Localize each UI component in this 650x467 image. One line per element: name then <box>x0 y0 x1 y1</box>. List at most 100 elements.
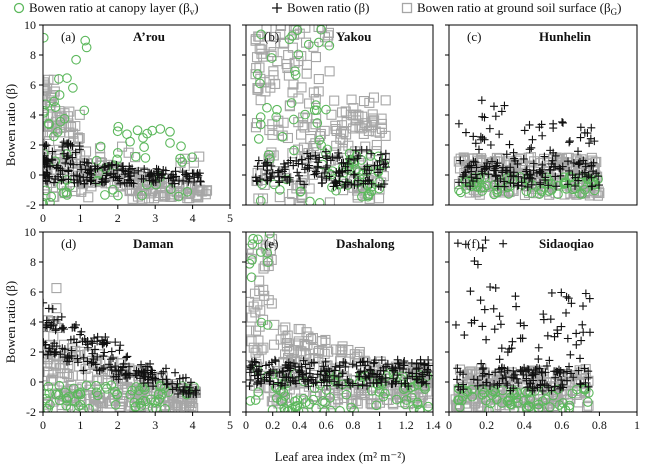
canopy-point <box>132 125 143 136</box>
canopy-point <box>266 53 277 63</box>
canopy-point <box>255 195 266 205</box>
canopy-point <box>43 388 50 399</box>
total-point <box>281 381 290 390</box>
total-point <box>375 156 384 165</box>
ground-point <box>580 364 591 375</box>
ground-point <box>246 312 257 323</box>
ground-point <box>337 341 348 352</box>
total-point <box>453 364 462 373</box>
total-point <box>246 363 255 372</box>
canopy-point <box>559 177 570 188</box>
canopy-point <box>312 118 323 128</box>
total-point <box>246 375 255 384</box>
canopy-point <box>525 394 536 405</box>
total-point <box>480 165 489 174</box>
total-point <box>538 386 547 395</box>
canopy-point <box>364 189 375 199</box>
total-point <box>565 362 574 371</box>
canopy-point <box>112 154 122 165</box>
total-point <box>377 356 386 365</box>
canopy-point <box>523 400 534 411</box>
ground-point <box>246 336 257 347</box>
total-point <box>122 353 131 362</box>
canopy-point <box>92 390 103 401</box>
ground-point <box>329 95 340 106</box>
canopy-point <box>365 151 376 161</box>
total-point <box>301 360 310 369</box>
canopy-point <box>321 104 331 115</box>
total-point <box>321 147 330 156</box>
total-point <box>451 320 460 329</box>
total-point <box>580 128 589 137</box>
total-point <box>175 176 184 185</box>
total-point <box>289 161 298 170</box>
total-point <box>525 120 534 129</box>
ground-point <box>90 400 102 412</box>
total-point <box>270 355 279 364</box>
canopy-point <box>142 128 152 139</box>
total-point <box>576 133 585 142</box>
total-point <box>49 178 58 187</box>
total-point <box>289 359 298 368</box>
ground-point <box>280 322 291 333</box>
ground-point <box>266 50 277 61</box>
total-point <box>563 334 572 343</box>
ground-point <box>310 119 321 130</box>
ground-point <box>268 47 279 58</box>
total-point <box>401 379 410 388</box>
ground-point <box>252 345 263 356</box>
ground-point <box>292 144 304 155</box>
total-point <box>251 358 260 367</box>
total-point <box>485 124 494 133</box>
total-point <box>180 382 189 391</box>
canopy-point <box>505 399 516 410</box>
total-point <box>420 359 429 368</box>
total-point <box>369 359 378 368</box>
total-point <box>469 132 478 141</box>
canopy-point <box>300 109 310 120</box>
panel-letter: (d) <box>61 236 76 251</box>
canopy-point <box>284 34 295 45</box>
total-point <box>551 172 560 181</box>
canopy-point <box>374 387 385 397</box>
legend-square-marker <box>401 2 413 14</box>
total-point <box>60 353 69 362</box>
total-point <box>579 328 588 337</box>
canopy-point <box>255 112 266 122</box>
total-point <box>130 168 139 177</box>
ground-point <box>343 140 354 151</box>
ground-point <box>259 290 270 301</box>
canopy-point <box>277 131 288 142</box>
total-point <box>356 358 365 367</box>
ground-point <box>91 376 102 387</box>
total-point <box>164 174 173 183</box>
total-point <box>582 172 591 181</box>
total-point <box>44 347 53 356</box>
total-point <box>456 156 465 165</box>
total-point <box>497 107 506 116</box>
total-point <box>496 320 505 329</box>
ground-point <box>376 113 387 124</box>
total-point <box>381 155 390 164</box>
total-point <box>539 315 548 324</box>
y-tick-label: 6 <box>30 78 36 92</box>
total-point <box>541 368 550 377</box>
canopy-point <box>54 380 65 391</box>
total-point <box>587 123 596 132</box>
total-point <box>88 349 97 358</box>
total-point <box>509 179 518 188</box>
total-point <box>330 366 339 375</box>
total-point <box>117 366 126 375</box>
canopy-point <box>380 388 390 399</box>
total-point <box>471 170 480 179</box>
total-point <box>275 178 284 187</box>
ground-point <box>583 400 594 411</box>
y-tick-label: 0 <box>30 375 36 389</box>
canopy-point <box>274 185 285 195</box>
total-point <box>510 154 519 163</box>
x-axis-label: Leaf area index (m² m⁻²) <box>275 449 406 464</box>
panel-letter: (f) <box>467 236 480 251</box>
total-point <box>529 369 538 378</box>
total-point <box>265 376 274 385</box>
canopy-point <box>281 174 292 185</box>
